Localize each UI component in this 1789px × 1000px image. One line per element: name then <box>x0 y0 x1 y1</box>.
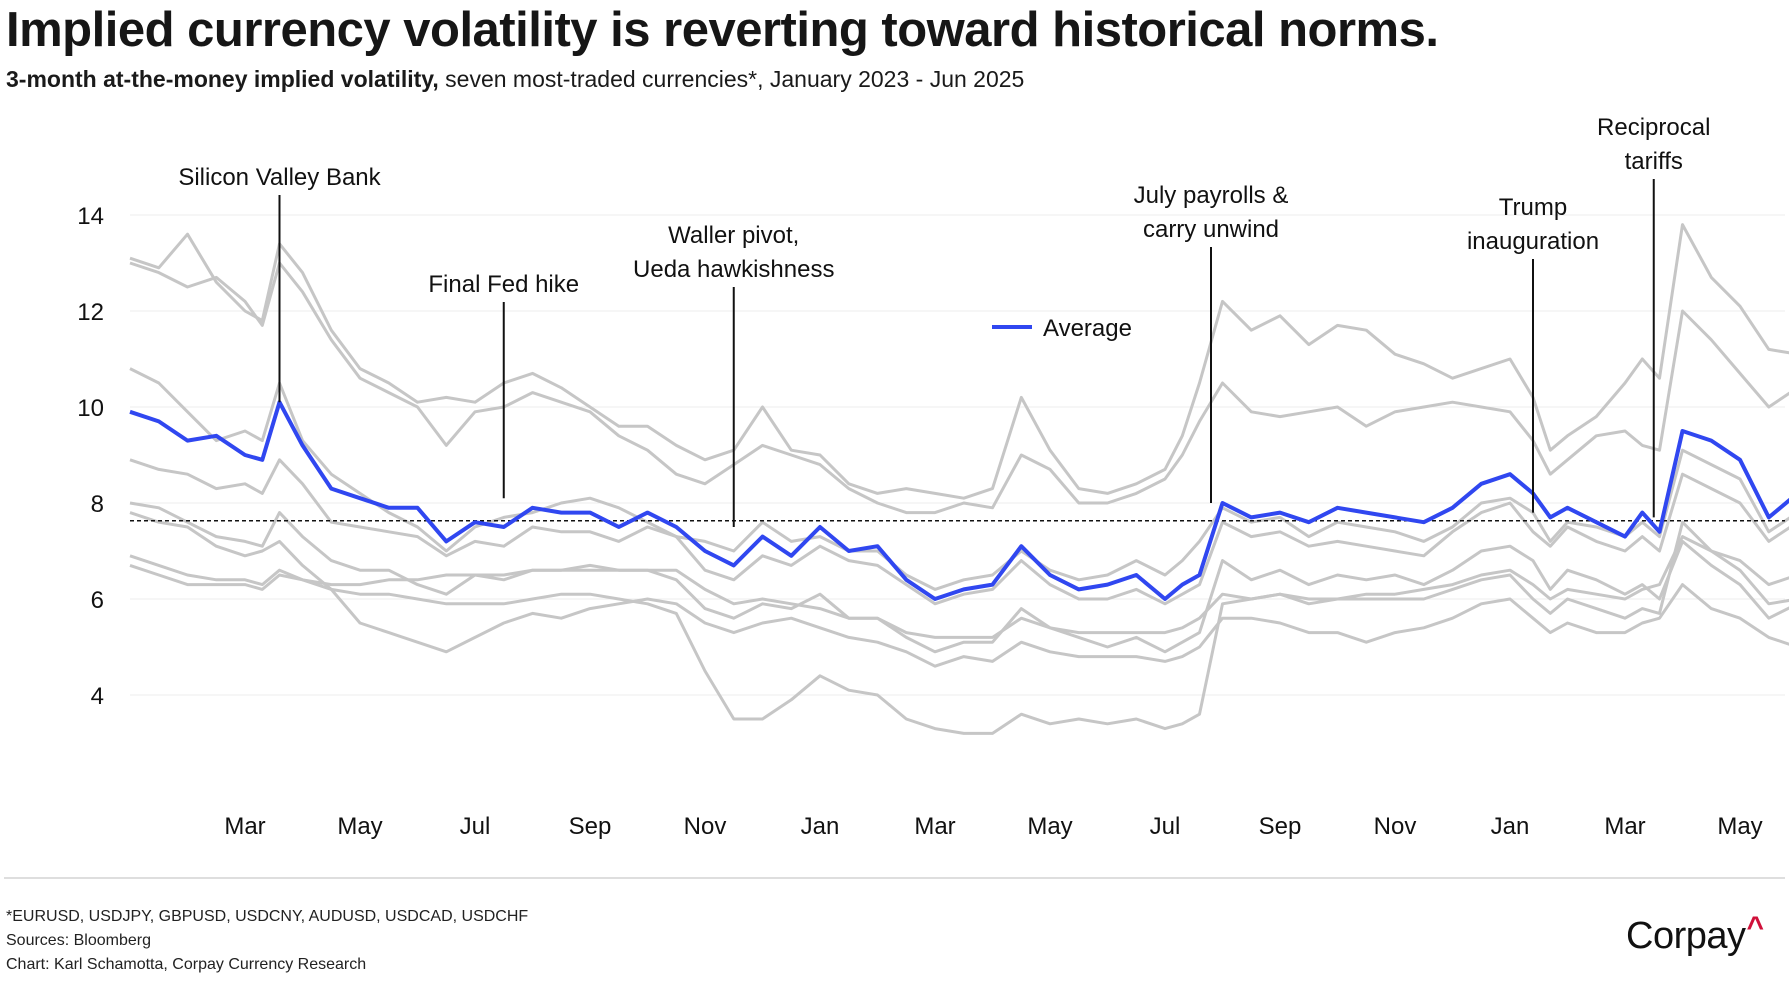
annotation-label: carry unwind <box>1143 216 1279 243</box>
x-tick-label: Jul <box>460 813 491 840</box>
y-tick-label: 10 <box>77 395 104 422</box>
series-line-currency-8 <box>129 535 1789 735</box>
annotation-label: July payrolls & <box>1134 182 1289 209</box>
x-axis-ticks: Mar May Jul Sep Nov Jan Mar May Jul Sep Nov Jan Mar M… <box>224 813 1762 840</box>
gridlines <box>130 214 1785 696</box>
annotation-label: tariffs <box>1625 148 1683 175</box>
footnote-credit: Chart: Karl Schamotta, Corpay Currency R… <box>6 956 367 973</box>
footer-separator <box>4 877 1785 879</box>
series-line-currency-2 <box>129 261 1789 515</box>
footnote-currencies: *EURUSD, USDJPY, GBPUSD, USDCNY, AUDUSD,… <box>6 908 529 925</box>
annotations-group: Silicon Valley Bank Final Fed hike Waller … <box>178 114 1710 527</box>
footnote-sources: Sources: Bloomberg <box>6 932 151 949</box>
x-tick-label: May <box>1027 813 1072 840</box>
x-tick-label: Jan <box>801 813 840 840</box>
y-axis-ticks: 4 6 8 10 12 14 <box>77 203 104 710</box>
x-tick-label: Jan <box>1491 813 1530 840</box>
x-tick-label: Sep <box>569 813 612 840</box>
series-line-currency-1 <box>129 223 1789 500</box>
series-line-currency-7 <box>129 511 1789 668</box>
footer: *EURUSD, USDJPY, GBPUSD, USDCNY, AUDUSD,… <box>6 905 528 977</box>
line-chart: 4 6 8 10 12 14 Mar May Jul Sep Nov Jan Mar May Jul Sep… <box>77 114 1789 840</box>
average-series-group <box>129 400 1789 601</box>
x-tick-label: Mar <box>914 813 955 840</box>
series-line-currency-3 <box>129 367 1789 591</box>
series-line-average <box>129 400 1789 601</box>
x-tick-label: Nov <box>684 813 727 840</box>
x-tick-label: Mar <box>1604 813 1645 840</box>
subtitle-emphasis: 3-month at-the-money implied volatility, <box>6 66 439 92</box>
x-tick-label: May <box>337 813 382 840</box>
series-line-currency-4 <box>129 458 1789 606</box>
annotation-label: Silicon Valley Bank <box>178 164 381 191</box>
y-tick-label: 12 <box>77 299 104 326</box>
x-tick-label: Nov <box>1374 813 1417 840</box>
annotation-label: Waller pivot, <box>668 222 799 249</box>
legend-label-average: Average <box>1043 315 1132 342</box>
x-tick-label: May <box>1717 813 1762 840</box>
annotation-label: Reciprocal <box>1597 114 1710 141</box>
y-tick-label: 14 <box>77 203 104 230</box>
y-tick-label: 8 <box>91 491 104 518</box>
annotation-label: inauguration <box>1467 228 1599 255</box>
logo-wordmark: Corpay <box>1626 915 1746 957</box>
y-tick-label: 4 <box>91 683 104 710</box>
chart-subtitle: 3-month at-the-money implied volatility,… <box>6 66 1024 93</box>
x-tick-label: Jul <box>1150 813 1181 840</box>
y-tick-label: 6 <box>91 587 104 614</box>
x-tick-label: Mar <box>224 813 265 840</box>
legend: Average <box>992 315 1132 342</box>
annotation-label: Trump <box>1499 194 1567 221</box>
annotation-label: Final Fed hike <box>428 271 579 298</box>
series-line-currency-6 <box>129 520 1789 639</box>
x-tick-label: Sep <box>1259 813 1302 840</box>
chart-title: Implied currency volatility is reverting… <box>6 3 1439 57</box>
subtitle-detail: seven most-traded currencies*, January 2… <box>438 66 1025 92</box>
annotation-label: Ueda hawkishness <box>633 256 834 283</box>
currency-series-group <box>129 223 1789 735</box>
logo-caret-icon: ^ <box>1746 911 1765 944</box>
corpay-logo: Corpay^ <box>1626 911 1764 958</box>
